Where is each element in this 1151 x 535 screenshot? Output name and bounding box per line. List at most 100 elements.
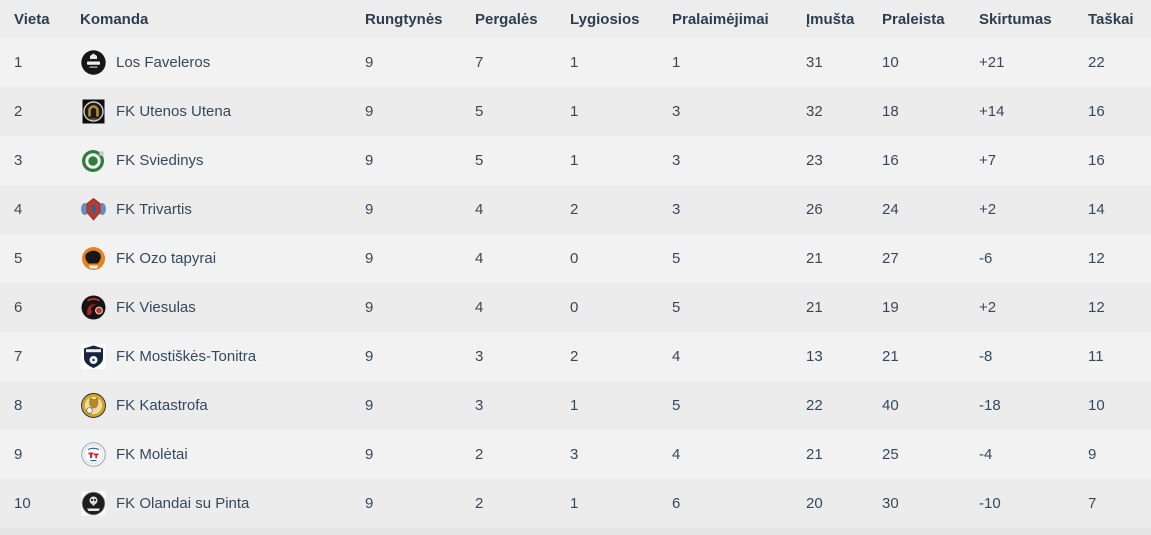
- team-logo-fk-viesulas-icon: [80, 294, 107, 321]
- played-cell: 9: [365, 299, 374, 316]
- scored-cell: 21: [806, 299, 823, 316]
- team-cell: FK Utenos Utena: [80, 98, 365, 125]
- points-cell: 11: [1088, 348, 1104, 365]
- col-header-rungtynes: Rungtynės: [365, 10, 443, 28]
- team-name: FK Olandai su Pinta: [116, 495, 250, 512]
- team-name: FK Utenos Utena: [116, 103, 232, 120]
- played-cell: 9: [365, 152, 374, 169]
- table-row: 7 FK Mostiškės-Tonitra 9 3 2 4 13 21 -8 …: [0, 332, 1151, 381]
- wins-cell: 5: [475, 103, 484, 120]
- diff-cell: -8: [979, 348, 993, 365]
- scored-cell: 20: [806, 495, 823, 512]
- wins-cell: 7: [475, 54, 484, 71]
- points-cell: 12: [1088, 250, 1105, 267]
- team-cell: FK Mostiškės-Tonitra: [80, 343, 365, 370]
- team-cell: FK Trivartis: [80, 196, 365, 223]
- diff-cell: -6: [979, 250, 993, 267]
- col-header-vieta: Vieta: [14, 10, 50, 28]
- wins-cell: 4: [475, 299, 484, 316]
- diff-cell: -18: [979, 397, 1001, 414]
- place-cell: 10: [14, 495, 31, 512]
- team-cell: FK Ozo tapyrai: [80, 245, 365, 272]
- played-cell: 9: [365, 201, 374, 218]
- diff-cell: -10: [979, 495, 1001, 512]
- team-cell: FK Molėtai: [80, 441, 365, 468]
- draws-cell: 3: [570, 446, 579, 463]
- team-name: FK Molėtai: [116, 446, 188, 463]
- scored-cell: 21: [806, 446, 823, 463]
- losses-cell: 5: [672, 250, 681, 267]
- losses-cell: 1: [672, 54, 681, 71]
- played-cell: 9: [365, 250, 374, 267]
- table-row: 9 FK Molėtai 9 2 3 4 21 25 -4 9: [0, 430, 1151, 479]
- table-row: 1 Los Faveleros 9 7 1 1 31 10 +21 22: [0, 38, 1151, 87]
- wins-cell: 4: [475, 201, 484, 218]
- col-header-lygiosios: Lygiosios: [570, 10, 640, 28]
- team-logo-fk-moletai-icon: [80, 441, 107, 468]
- team-logo-fk-katastrofa-icon: [80, 392, 107, 419]
- draws-cell: 2: [570, 201, 579, 218]
- place-cell: 7: [14, 348, 23, 365]
- team-cell: FK Viesulas: [80, 294, 365, 321]
- team-name: FK Sviedinys: [116, 152, 204, 169]
- played-cell: 9: [365, 397, 374, 414]
- table-row: 3 FK Sviedinys 9 5 1 3 23 16 +7 16: [0, 136, 1151, 185]
- points-cell: 16: [1088, 103, 1105, 120]
- place-cell: 6: [14, 299, 23, 316]
- conceded-cell: 24: [882, 201, 899, 218]
- team-name: FK Mostiškės-Tonitra: [116, 348, 257, 365]
- draws-cell: 2: [570, 348, 579, 365]
- played-cell: 9: [365, 495, 374, 512]
- place-cell: 5: [14, 250, 23, 267]
- losses-cell: 4: [672, 348, 681, 365]
- table-row: 2 FK Utenos Utena 9 5 1 3 32 18 +14 16: [0, 87, 1151, 136]
- conceded-cell: 27: [882, 250, 899, 267]
- table-row: 4 FK Trivartis 9 4 2 3 26 24 +2 14: [0, 185, 1151, 234]
- team-cell: FK Olandai su Pinta: [80, 490, 365, 517]
- losses-cell: 6: [672, 495, 681, 512]
- diff-cell: -4: [979, 446, 993, 463]
- points-cell: 7: [1088, 495, 1097, 512]
- conceded-cell: 16: [882, 152, 899, 169]
- table-row: 8 FK Katastrofa 9 3 1 5 22 40 -18 10: [0, 381, 1151, 430]
- col-header-pergales: Pergalės: [475, 10, 538, 28]
- scored-cell: 22: [806, 397, 823, 414]
- scored-cell: 26: [806, 201, 823, 218]
- conceded-cell: 30: [882, 495, 899, 512]
- played-cell: 9: [365, 103, 374, 120]
- points-cell: 10: [1088, 397, 1105, 414]
- team-logo-fk-mostiskes-tonitra-icon: [80, 343, 107, 370]
- draws-cell: 0: [570, 250, 579, 267]
- place-cell: 2: [14, 103, 23, 120]
- table-row: 5 FK Ozo tapyrai 9 4 0 5 21 27 -6 12: [0, 234, 1151, 283]
- team-logo-los-faveleros-icon: [80, 49, 107, 76]
- team-cell: FK Katastrofa: [80, 392, 365, 419]
- losses-cell: 5: [672, 299, 681, 316]
- losses-cell: 4: [672, 446, 681, 463]
- team-name: FK Katastrofa: [116, 397, 208, 414]
- conceded-cell: 10: [882, 54, 899, 71]
- wins-cell: 2: [475, 446, 484, 463]
- conceded-cell: 25: [882, 446, 899, 463]
- points-cell: 12: [1088, 299, 1105, 316]
- place-cell: 9: [14, 446, 23, 463]
- col-header-imusta: Įmušta: [806, 10, 855, 28]
- col-header-komanda: Komanda: [80, 10, 149, 28]
- losses-cell: 5: [672, 397, 681, 414]
- diff-cell: +2: [979, 201, 997, 218]
- diff-cell: +21: [979, 54, 1005, 71]
- col-header-pralaimejimai: Pralaimėjimai: [672, 10, 769, 28]
- conceded-cell: 40: [882, 397, 899, 414]
- team-logo-fk-olandai-su-pinta-icon: [80, 490, 107, 517]
- points-cell: 16: [1088, 152, 1105, 169]
- team-cell: Los Faveleros: [80, 49, 365, 76]
- scored-cell: 32: [806, 103, 823, 120]
- table-header-row: Vieta Komanda Rungtynės Pergalės Lygiosi…: [0, 0, 1151, 38]
- scored-cell: 21: [806, 250, 823, 267]
- played-cell: 9: [365, 348, 374, 365]
- diff-cell: +2: [979, 299, 997, 316]
- losses-cell: 3: [672, 103, 681, 120]
- draws-cell: 1: [570, 397, 579, 414]
- place-cell: 3: [14, 152, 23, 169]
